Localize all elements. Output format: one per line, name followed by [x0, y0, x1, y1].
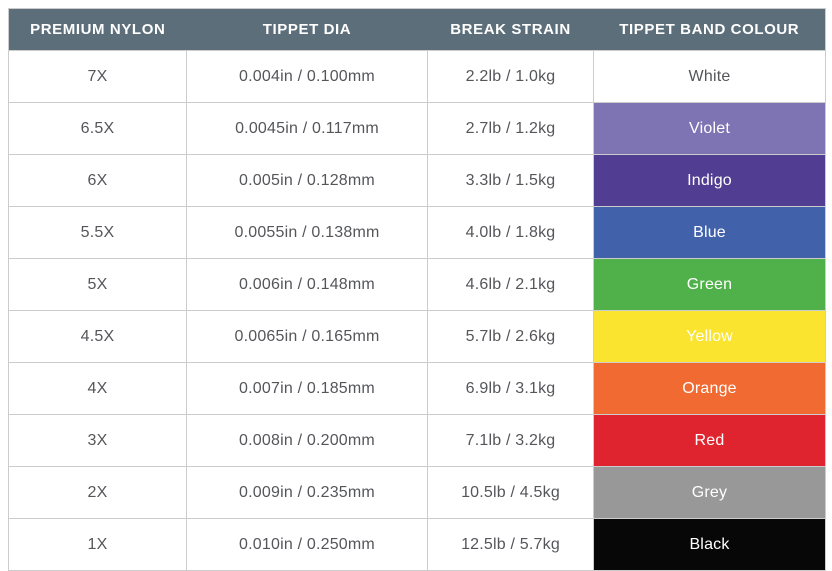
tippet-dia-cell: 0.004in / 0.100mm	[186, 50, 428, 103]
tippet-band-colour-cell: Red	[593, 414, 826, 467]
premium-nylon-cell: 5X	[8, 258, 187, 311]
table-row: 4X 0.007in / 0.185mm 6.9lb / 3.1kg Orang…	[8, 362, 826, 415]
break-strain-cell: 5.7lb / 2.6kg	[427, 310, 594, 363]
tippet-band-colour-cell: Black	[593, 518, 826, 571]
premium-nylon-cell: 3X	[8, 414, 187, 467]
table-row: 5.5X 0.0055in / 0.138mm 4.0lb / 1.8kg Bl…	[8, 206, 826, 259]
premium-nylon-cell: 4.5X	[8, 310, 187, 363]
table-header: PREMIUM NYLON TIPPET DIA BREAK STRAIN TI…	[8, 8, 826, 51]
premium-nylon-cell: 6.5X	[8, 102, 187, 155]
tippet-dia-cell: 0.009in / 0.235mm	[186, 466, 428, 519]
column-header-tippet-dia: TIPPET DIA	[186, 8, 428, 51]
tippet-band-colour-cell: Blue	[593, 206, 826, 259]
tippet-specification-table: PREMIUM NYLON TIPPET DIA BREAK STRAIN TI…	[8, 8, 826, 571]
premium-nylon-cell: 2X	[8, 466, 187, 519]
tippet-dia-cell: 0.0055in / 0.138mm	[186, 206, 428, 259]
tippet-dia-cell: 0.007in / 0.185mm	[186, 362, 428, 415]
tippet-band-colour-cell: Yellow	[593, 310, 826, 363]
table-row: 2X 0.009in / 0.235mm 10.5lb / 4.5kg Grey	[8, 466, 826, 519]
column-header-break-strain: BREAK STRAIN	[427, 8, 594, 51]
break-strain-cell: 3.3lb / 1.5kg	[427, 154, 594, 207]
premium-nylon-cell: 6X	[8, 154, 187, 207]
premium-nylon-cell: 7X	[8, 50, 187, 103]
break-strain-cell: 6.9lb / 3.1kg	[427, 362, 594, 415]
tippet-band-colour-cell: Indigo	[593, 154, 826, 207]
column-header-tippet-band-colour: TIPPET BAND COLOUR	[593, 8, 826, 51]
tippet-dia-cell: 0.008in / 0.200mm	[186, 414, 428, 467]
table-row: 6.5X 0.0045in / 0.117mm 2.7lb / 1.2kg Vi…	[8, 102, 826, 155]
table-body: 7X 0.004in / 0.100mm 2.2lb / 1.0kg White…	[8, 50, 826, 571]
premium-nylon-cell: 1X	[8, 518, 187, 571]
tippet-band-colour-cell: Grey	[593, 466, 826, 519]
table-row: 5X 0.006in / 0.148mm 4.6lb / 2.1kg Green	[8, 258, 826, 311]
break-strain-cell: 12.5lb / 5.7kg	[427, 518, 594, 571]
tippet-dia-cell: 0.010in / 0.250mm	[186, 518, 428, 571]
tippet-band-colour-cell: White	[593, 50, 826, 103]
break-strain-cell: 4.0lb / 1.8kg	[427, 206, 594, 259]
premium-nylon-cell: 4X	[8, 362, 187, 415]
break-strain-cell: 10.5lb / 4.5kg	[427, 466, 594, 519]
tippet-band-colour-cell: Green	[593, 258, 826, 311]
break-strain-cell: 2.7lb / 1.2kg	[427, 102, 594, 155]
break-strain-cell: 4.6lb / 2.1kg	[427, 258, 594, 311]
column-header-premium-nylon: PREMIUM NYLON	[8, 8, 187, 51]
table-row: 4.5X 0.0065in / 0.165mm 5.7lb / 2.6kg Ye…	[8, 310, 826, 363]
tippet-dia-cell: 0.006in / 0.148mm	[186, 258, 428, 311]
table-row: 1X 0.010in / 0.250mm 12.5lb / 5.7kg Blac…	[8, 518, 826, 571]
table-row: 6X 0.005in / 0.128mm 3.3lb / 1.5kg Indig…	[8, 154, 826, 207]
tippet-band-colour-cell: Violet	[593, 102, 826, 155]
premium-nylon-cell: 5.5X	[8, 206, 187, 259]
break-strain-cell: 2.2lb / 1.0kg	[427, 50, 594, 103]
tippet-dia-cell: 0.0065in / 0.165mm	[186, 310, 428, 363]
tippet-dia-cell: 0.0045in / 0.117mm	[186, 102, 428, 155]
table-row: 7X 0.004in / 0.100mm 2.2lb / 1.0kg White	[8, 50, 826, 103]
tippet-band-colour-cell: Orange	[593, 362, 826, 415]
header-row: PREMIUM NYLON TIPPET DIA BREAK STRAIN TI…	[8, 8, 826, 51]
break-strain-cell: 7.1lb / 3.2kg	[427, 414, 594, 467]
table-row: 3X 0.008in / 0.200mm 7.1lb / 3.2kg Red	[8, 414, 826, 467]
tippet-dia-cell: 0.005in / 0.128mm	[186, 154, 428, 207]
